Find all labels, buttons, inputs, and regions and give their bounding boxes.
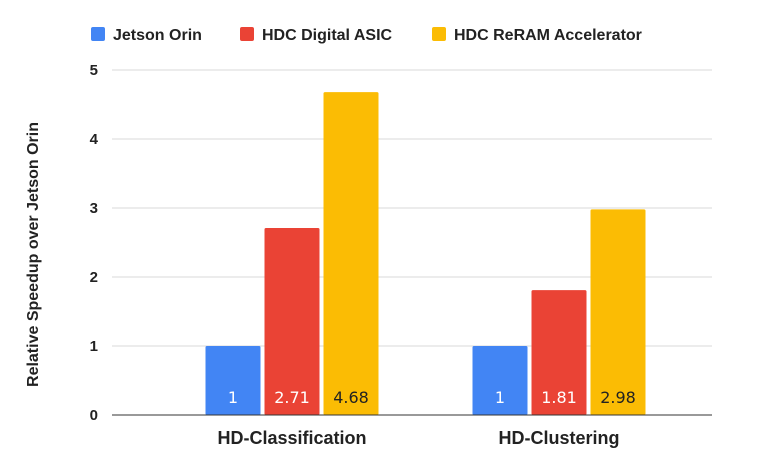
y-tick-label: 3 <box>90 200 98 217</box>
data-label: 1 <box>228 388 238 407</box>
x-category-label: HD-Clustering <box>499 428 620 448</box>
bar-hd-clustering-hdc-reram-accelerator <box>590 209 646 415</box>
y-tick-label: 4 <box>90 131 99 148</box>
legend-label: Jetson Orin <box>113 27 202 44</box>
legend-label: HDC Digital ASIC <box>262 27 393 44</box>
data-label: 4.68 <box>333 388 369 407</box>
bar-hd-clustering-jetson-orin <box>472 346 528 415</box>
bar-hd-classification-hdc-digital-asic <box>264 228 320 415</box>
y-axis-title: Relative Speedup over Jetson Orin <box>25 122 42 387</box>
bar-hd-clustering-hdc-digital-asic <box>531 290 587 415</box>
data-label: 1 <box>495 388 505 407</box>
y-tick-label: 0 <box>90 407 98 424</box>
legend-swatch <box>432 27 446 41</box>
x-category-label: HD-Classification <box>217 428 366 448</box>
legend: Jetson Orin HDC Digital ASIC HDC ReRAM Acc… <box>91 27 642 44</box>
legend-swatch <box>91 27 105 41</box>
y-tick-label: 2 <box>90 269 98 286</box>
bar-hd-classification-hdc-reram-accelerator <box>323 92 379 415</box>
y-tick-label: 5 <box>90 62 98 79</box>
data-label: 1.81 <box>541 388 577 407</box>
y-tick-label: 1 <box>90 338 98 355</box>
data-label: 2.98 <box>600 388 636 407</box>
legend-swatch <box>240 27 254 41</box>
legend-label: HDC ReRAM Accelerator <box>454 27 642 44</box>
x-axis-categories: HD-Classification HD-Clustering <box>217 428 619 448</box>
y-axis-ticks: 0 1 2 3 4 5 <box>90 62 99 424</box>
bars <box>205 92 646 415</box>
data-labels: 1 2.71 4.68 1 1.81 2.98 <box>228 388 636 407</box>
data-label: 2.71 <box>274 388 310 407</box>
bar-hd-classification-jetson-orin <box>205 346 261 415</box>
